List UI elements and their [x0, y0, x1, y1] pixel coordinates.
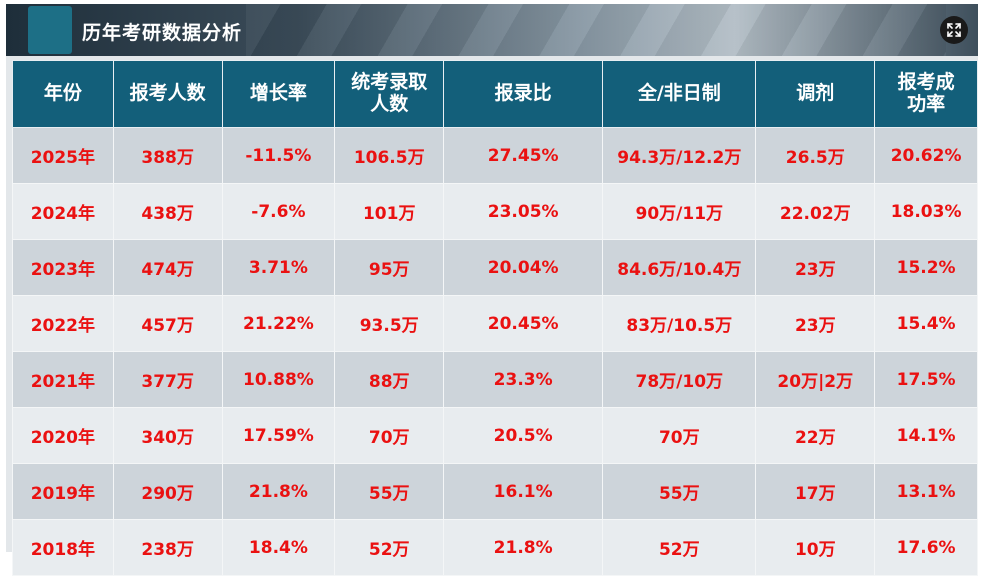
cell-growth-rate: -7.6%	[221, 183, 336, 240]
cell-transfer: 10万	[755, 519, 876, 576]
cell-fulltime-parttime: 78万/10万	[602, 351, 757, 408]
cell-applicants: 340万	[112, 407, 223, 464]
cell-growth-rate: 17.59%	[221, 407, 336, 464]
cell-year: 2023年	[12, 239, 114, 296]
header-year: 年份	[12, 60, 114, 128]
cell-admission-ratio: 23.3%	[443, 351, 604, 408]
header-success-rate: 报考成 功率	[874, 60, 978, 128]
exam-data-table: 年份 报考人数 增长率 统考录取 人数 报录比 全/非日制 调剂 报考成 功率 2025年 388万…	[12, 60, 978, 576]
cell-admission-ratio: 27.45%	[443, 127, 604, 184]
cell-admitted: 95万	[334, 239, 445, 296]
cell-transfer: 17万	[755, 463, 876, 520]
cell-applicants: 238万	[112, 519, 223, 576]
cell-admission-ratio: 23.05%	[443, 183, 604, 240]
cell-admission-ratio: 20.45%	[443, 295, 604, 352]
cell-admitted: 55万	[334, 463, 445, 520]
cell-admission-ratio: 16.1%	[443, 463, 604, 520]
cell-success-rate: 20.62%	[874, 127, 978, 184]
cell-applicants: 377万	[112, 351, 223, 408]
header-transfer: 调剂	[755, 60, 876, 128]
cell-applicants: 438万	[112, 183, 223, 240]
cell-fulltime-parttime: 90万/11万	[602, 183, 757, 240]
expand-icon	[947, 23, 961, 37]
title-accent-block	[28, 6, 72, 54]
cell-success-rate: 14.1%	[874, 407, 978, 464]
cell-admitted: 52万	[334, 519, 445, 576]
cell-admission-ratio: 20.04%	[443, 239, 604, 296]
cell-year: 2021年	[12, 351, 114, 408]
cell-success-rate: 15.4%	[874, 295, 978, 352]
cell-admission-ratio: 21.8%	[443, 519, 604, 576]
header-admission-ratio: 报录比	[443, 60, 604, 128]
cell-admitted: 88万	[334, 351, 445, 408]
cell-applicants: 457万	[112, 295, 223, 352]
table-row: 2020年 340万 17.59% 70万 20.5% 70万 22万 14.1%	[12, 407, 978, 464]
table-row: 2019年 290万 21.8% 55万 16.1% 55万 17万 13.1%	[12, 463, 978, 520]
cell-year: 2024年	[12, 183, 114, 240]
cell-success-rate: 13.1%	[874, 463, 978, 520]
cell-admission-ratio: 20.5%	[443, 407, 604, 464]
header-growth-rate: 增长率	[221, 60, 336, 128]
cell-growth-rate: 18.4%	[221, 519, 336, 576]
cell-fulltime-parttime: 70万	[602, 407, 757, 464]
cell-fulltime-parttime: 94.3万/12.2万	[602, 127, 757, 184]
table-row: 2024年 438万 -7.6% 101万 23.05% 90万/11万 22.02万 18.…	[12, 183, 978, 240]
cell-success-rate: 15.2%	[874, 239, 978, 296]
header-admitted: 统考录取 人数	[334, 60, 445, 128]
cell-admitted: 70万	[334, 407, 445, 464]
cell-transfer: 23万	[755, 295, 876, 352]
header-fulltime-parttime: 全/非日制	[602, 60, 757, 128]
table-row: 2023年 474万 3.71% 95万 20.04% 84.6万/10.4万 23万 15.…	[12, 239, 978, 296]
cell-growth-rate: 10.88%	[221, 351, 336, 408]
cell-transfer: 22.02万	[755, 183, 876, 240]
cell-transfer: 23万	[755, 239, 876, 296]
table-row: 2021年 377万 10.88% 88万 23.3% 78万/10万 20万|2万 17.5…	[12, 351, 978, 408]
cell-year: 2018年	[12, 519, 114, 576]
page-title: 历年考研数据分析	[82, 22, 243, 44]
cell-admitted: 101万	[334, 183, 445, 240]
cell-growth-rate: 3.71%	[221, 239, 336, 296]
cell-admitted: 106.5万	[334, 127, 445, 184]
table-body: 2025年 388万 -11.5% 106.5万 27.45% 94.3万/12.2万 26…	[12, 127, 978, 576]
cell-admitted: 93.5万	[334, 295, 445, 352]
cell-year: 2025年	[12, 127, 114, 184]
cell-year: 2020年	[12, 407, 114, 464]
table-row: 2022年 457万 21.22% 93.5万 20.45% 83万/10.5万 23万 15…	[12, 295, 978, 352]
cell-success-rate: 17.6%	[874, 519, 978, 576]
table-row: 2025年 388万 -11.5% 106.5万 27.45% 94.3万/12.2万 26…	[12, 127, 978, 184]
title-bar: 历年考研数据分析	[6, 4, 978, 56]
cell-year: 2022年	[12, 295, 114, 352]
cell-applicants: 290万	[112, 463, 223, 520]
cell-growth-rate: 21.8%	[221, 463, 336, 520]
cell-growth-rate: 21.22%	[221, 295, 336, 352]
cell-success-rate: 17.5%	[874, 351, 978, 408]
cell-applicants: 474万	[112, 239, 223, 296]
slide-frame: 历年考研数据分析 年份 报考人数 增长率 统考录取 人数 报录比 全/非日制 调剂 报考成 功率 …	[6, 4, 978, 576]
cell-transfer: 22万	[755, 407, 876, 464]
expand-button[interactable]	[940, 16, 968, 44]
cell-transfer: 26.5万	[755, 127, 876, 184]
header-applicants: 报考人数	[112, 60, 223, 128]
cell-applicants: 388万	[112, 127, 223, 184]
cell-fulltime-parttime: 84.6万/10.4万	[602, 239, 757, 296]
header-row: 年份 报考人数 增长率 统考录取 人数 报录比 全/非日制 调剂 报考成 功率	[12, 60, 978, 128]
cell-growth-rate: -11.5%	[221, 127, 336, 184]
cell-fulltime-parttime: 83万/10.5万	[602, 295, 757, 352]
cell-transfer: 20万|2万	[755, 351, 876, 408]
cell-success-rate: 18.03%	[874, 183, 978, 240]
table-row: 2018年 238万 18.4% 52万 21.8% 52万 10万 17.6%	[12, 519, 978, 576]
cell-year: 2019年	[12, 463, 114, 520]
cell-fulltime-parttime: 52万	[602, 519, 757, 576]
cell-fulltime-parttime: 55万	[602, 463, 757, 520]
